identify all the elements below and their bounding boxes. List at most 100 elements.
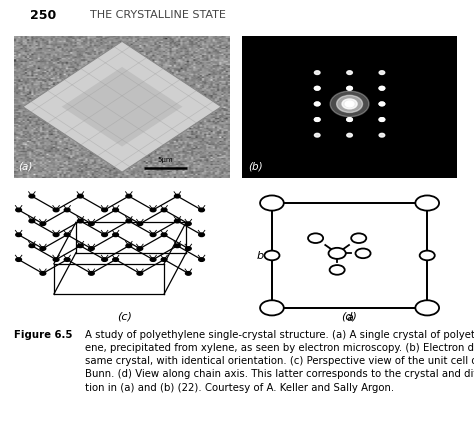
Circle shape (330, 92, 369, 117)
Circle shape (314, 87, 320, 91)
Circle shape (161, 209, 167, 212)
Circle shape (40, 247, 46, 251)
Circle shape (150, 233, 156, 237)
Circle shape (64, 258, 70, 262)
Circle shape (337, 96, 363, 113)
Circle shape (314, 103, 320, 107)
Circle shape (102, 258, 108, 262)
Circle shape (113, 209, 118, 212)
Polygon shape (23, 42, 221, 173)
Text: 5μm: 5μm (157, 157, 173, 163)
Circle shape (126, 220, 132, 223)
Circle shape (185, 222, 191, 226)
Circle shape (260, 301, 284, 316)
Circle shape (347, 87, 352, 91)
Circle shape (199, 209, 204, 212)
Circle shape (415, 301, 439, 316)
Circle shape (174, 195, 180, 199)
Circle shape (379, 87, 385, 91)
Circle shape (199, 258, 204, 262)
Circle shape (89, 222, 94, 226)
Circle shape (29, 220, 35, 223)
Text: THE CRYSTALLINE STATE: THE CRYSTALLINE STATE (90, 10, 226, 20)
Circle shape (161, 233, 167, 237)
Bar (272, 203, 427, 308)
Circle shape (16, 258, 21, 262)
Circle shape (53, 209, 59, 212)
Circle shape (53, 233, 59, 237)
Circle shape (102, 233, 108, 237)
Circle shape (16, 209, 21, 212)
Circle shape (16, 233, 21, 237)
Circle shape (379, 72, 385, 75)
Circle shape (314, 72, 320, 75)
Circle shape (379, 87, 385, 91)
Text: (b): (b) (248, 161, 263, 171)
Circle shape (174, 220, 180, 223)
Circle shape (379, 118, 385, 122)
Circle shape (77, 244, 83, 248)
Circle shape (64, 233, 70, 237)
Circle shape (342, 100, 357, 110)
Polygon shape (242, 37, 457, 178)
Text: a: a (346, 312, 353, 322)
Circle shape (379, 103, 385, 107)
Circle shape (150, 258, 156, 262)
Circle shape (29, 195, 35, 199)
Circle shape (347, 118, 352, 122)
Circle shape (40, 222, 46, 226)
Circle shape (137, 247, 143, 251)
Circle shape (53, 258, 59, 262)
Circle shape (161, 258, 167, 262)
Circle shape (345, 102, 354, 108)
Circle shape (329, 265, 345, 275)
Circle shape (199, 233, 204, 237)
Circle shape (185, 247, 191, 251)
Text: (a): (a) (18, 161, 33, 171)
Text: A study of polyethylene single-crystal structure. (a) A single crystal of polyet: A study of polyethylene single-crystal s… (85, 329, 474, 392)
Text: Figure 6.5: Figure 6.5 (14, 329, 73, 339)
Circle shape (347, 134, 352, 138)
Circle shape (29, 244, 35, 248)
Circle shape (113, 233, 118, 237)
Circle shape (102, 209, 108, 212)
Circle shape (314, 87, 320, 91)
Circle shape (308, 234, 323, 243)
Circle shape (415, 196, 439, 211)
Circle shape (264, 251, 280, 261)
Text: (d): (d) (342, 310, 357, 320)
Circle shape (89, 272, 94, 276)
Circle shape (185, 272, 191, 276)
Circle shape (126, 195, 132, 199)
Text: b: b (256, 251, 264, 261)
Circle shape (314, 134, 320, 138)
Circle shape (137, 222, 143, 226)
Text: 250: 250 (30, 9, 56, 22)
Circle shape (126, 244, 132, 248)
Circle shape (314, 118, 320, 122)
Polygon shape (62, 68, 182, 147)
Circle shape (314, 103, 320, 107)
Circle shape (328, 248, 346, 259)
Circle shape (64, 209, 70, 212)
Circle shape (113, 258, 118, 262)
Text: (c): (c) (117, 310, 132, 320)
Circle shape (314, 118, 320, 122)
Circle shape (77, 195, 83, 199)
Circle shape (77, 220, 83, 223)
Circle shape (89, 247, 94, 251)
Circle shape (379, 118, 385, 122)
Circle shape (351, 234, 366, 243)
Circle shape (347, 118, 352, 122)
Circle shape (174, 244, 180, 248)
Circle shape (356, 249, 371, 258)
Circle shape (347, 72, 352, 75)
Circle shape (150, 209, 156, 212)
Circle shape (40, 272, 46, 276)
Circle shape (347, 87, 352, 91)
Circle shape (419, 251, 435, 261)
Circle shape (379, 134, 385, 138)
Circle shape (260, 196, 284, 211)
Circle shape (137, 272, 143, 276)
Circle shape (379, 103, 385, 107)
